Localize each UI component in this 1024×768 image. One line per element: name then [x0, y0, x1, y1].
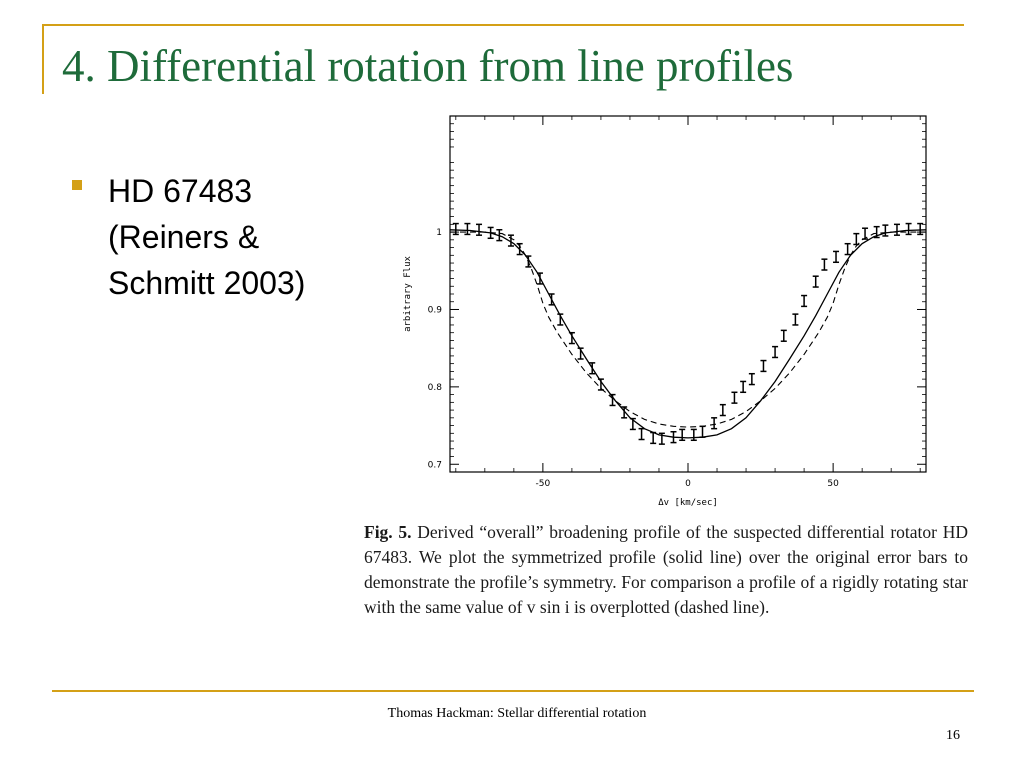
x-tick-label: 0 — [685, 479, 691, 489]
y-axis-title: arbitrary Flux — [403, 255, 413, 331]
line-profile-chart: -50 0 50 0.7 0.8 0.9 1 Δv [km/sec] arbitrary Flu… — [403, 115, 927, 508]
line-profile-figure: -50 0 50 0.7 0.8 0.9 1 Δv [km/sec] arbitrary Flu… — [380, 108, 965, 508]
plot-frame — [449, 115, 927, 473]
caption-text: Derived “overall” broadening profile of … — [364, 522, 968, 617]
x-axis-title: Δv [km/sec] — [658, 498, 718, 508]
footer-author: Thomas Hackman: Stellar differential rot… — [387, 706, 647, 721]
y-tick-label: 0.7 — [428, 460, 442, 470]
bullet-text: HD 67483 (Reiners & Schmitt 2003) — [108, 173, 306, 301]
slide-frame-left — [42, 24, 44, 94]
y-tick-label: 0.8 — [428, 383, 443, 393]
x-tick-label: -50 — [536, 479, 551, 489]
slide-frame-top — [42, 24, 964, 26]
x-tick-label: 50 — [827, 479, 839, 489]
y-tick-label: 0.9 — [428, 305, 443, 315]
slide-title: 4. Differential rotation from line profi… — [62, 41, 794, 91]
figure-caption: Fig. 5. Derived “overall” broadening pro… — [364, 520, 968, 620]
caption-label: Fig. 5. — [364, 522, 412, 542]
y-tick-label: 1 — [436, 228, 442, 238]
footer-divider — [52, 690, 974, 692]
page-number: 16 — [946, 728, 960, 743]
bullet-square-icon — [72, 180, 82, 190]
symmetrized-profile-line — [449, 229, 927, 439]
rigid-rotation-dashed-line — [450, 231, 926, 428]
